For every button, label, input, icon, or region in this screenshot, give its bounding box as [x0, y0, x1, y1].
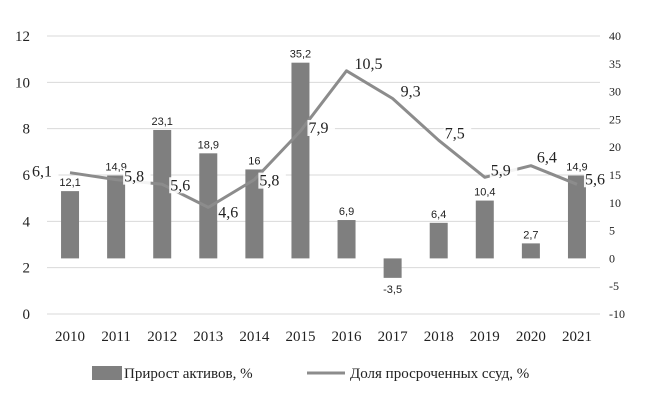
bar-value-label: 10,4: [474, 187, 495, 199]
line-label-bg: [307, 119, 335, 136]
x-axis: 2010 2011 2012 2013 2014 2015 2016 2017 2018 2019…: [55, 329, 592, 345]
bar-value-label: 6,9: [339, 206, 354, 218]
line-label-bg: [353, 55, 390, 72]
bar-value-label: 14,9: [105, 162, 126, 174]
line-label-bg: [123, 168, 151, 185]
line-label-bg: [443, 125, 472, 142]
line-value-label: 9,3: [401, 84, 421, 101]
x-tick-label: 2018: [424, 329, 454, 345]
legend: Прирост активов, % Доля просроченных ссу…: [92, 366, 529, 382]
right-tick-label: 10: [609, 196, 621, 210]
line-value-label: 7,9: [308, 120, 328, 137]
line-label-bg: [169, 177, 197, 194]
line-path: [69, 69, 578, 209]
line-value-label: 5,8: [259, 173, 279, 190]
legend-label-line: Доля просроченных ссуд, %: [350, 366, 529, 382]
x-tick-label: 2013: [193, 329, 223, 345]
legend-label-bar: Прирост активов, %: [124, 366, 253, 382]
legend-swatch-bar: [92, 366, 122, 380]
x-tick-label: 2020: [516, 329, 546, 345]
bar-value-label: 14,9: [566, 162, 587, 174]
x-tick-label: 2015: [285, 329, 315, 345]
line-value-label: 6,4: [537, 150, 557, 167]
right-tick-label: 5: [609, 224, 615, 238]
line-value-label: 4,6: [218, 204, 238, 221]
right-tick-label: 20: [609, 140, 621, 154]
bar: [245, 169, 264, 259]
left-tick-label: 6: [23, 168, 31, 184]
bar-value-label: 35,2: [290, 49, 311, 61]
left-tick-label: 0: [23, 307, 31, 323]
line-value-label: 5,8: [124, 169, 144, 186]
bar-value-label: 16: [248, 155, 260, 167]
line-value-label: 6,1: [32, 164, 52, 181]
bar: [153, 129, 172, 259]
line-label-bg: [535, 149, 564, 166]
bar-data-labels: 12,1 14,9 23,1 18,9 16 35,2 6,9 -3,5 6,4 10,4 2,7 1…: [59, 49, 587, 296]
bar: [521, 243, 540, 259]
bar-value-label: -3,5: [383, 284, 402, 296]
bar: [61, 191, 80, 259]
x-tick-label: 2012: [147, 329, 177, 345]
right-tick-label: 40: [609, 29, 621, 43]
right-tick-label: 35: [609, 57, 621, 71]
bar: [567, 175, 586, 259]
bar-value-label: 2,7: [523, 229, 538, 241]
x-tick-label: 2021: [562, 329, 592, 345]
line-value-label: 5,6: [585, 171, 605, 188]
line-data-labels: 6,1 5,8 5,6 4,6 5,8 7,9 10,5 9,3 7,5 5,9 6,4 5,6: [31, 55, 612, 221]
x-tick-label: 2017: [378, 329, 409, 345]
left-tick-label: 12: [15, 29, 30, 45]
bar-series: [61, 62, 586, 278]
right-tick-label: -5: [609, 279, 619, 293]
line-series: [69, 69, 578, 209]
right-tick-label: -10: [609, 307, 625, 321]
bar: [429, 222, 448, 259]
right-tick-label: 15: [609, 168, 621, 182]
left-tick-label: 8: [23, 122, 31, 138]
line-value-label: 7,5: [445, 125, 465, 142]
left-tick-label: 4: [23, 214, 31, 230]
x-tick-label: 2010: [55, 329, 85, 345]
line-label-bg: [258, 172, 286, 189]
line-value-label: 10,5: [355, 56, 383, 73]
bar: [107, 175, 126, 259]
bar-value-label: 18,9: [198, 139, 219, 151]
x-tick-label: 2011: [101, 329, 130, 345]
bar-value-label: 23,1: [151, 116, 172, 128]
x-tick-label: 2019: [470, 329, 500, 345]
bar: [475, 200, 494, 259]
line-value-label: 5,6: [170, 177, 190, 194]
right-tick-label: 0: [609, 251, 615, 265]
line-label-bg: [489, 162, 518, 179]
line-label-bg: [583, 171, 612, 188]
left-tick-label: 10: [15, 75, 30, 91]
bar-value-label: 12,1: [59, 177, 80, 189]
right-tick-label: 30: [609, 85, 621, 99]
bar-value-label: 6,4: [431, 209, 446, 221]
bar: [337, 220, 356, 259]
line-label-bg: [31, 163, 59, 180]
bar: [291, 62, 310, 259]
line-label-bg: [217, 204, 245, 221]
left-tick-label: 2: [23, 261, 31, 277]
bar: [383, 258, 402, 278]
line-label-bg: [399, 83, 428, 100]
x-tick-label: 2016: [332, 329, 363, 345]
x-tick-label: 2014: [239, 329, 270, 345]
left-axis: 0 2 4 6 8 10 12: [15, 29, 31, 323]
right-axis: -10 -5 0 5 10 15 20 25 30 35 40: [609, 29, 625, 321]
line-value-label: 5,9: [491, 162, 511, 179]
right-tick-label: 25: [609, 112, 621, 126]
